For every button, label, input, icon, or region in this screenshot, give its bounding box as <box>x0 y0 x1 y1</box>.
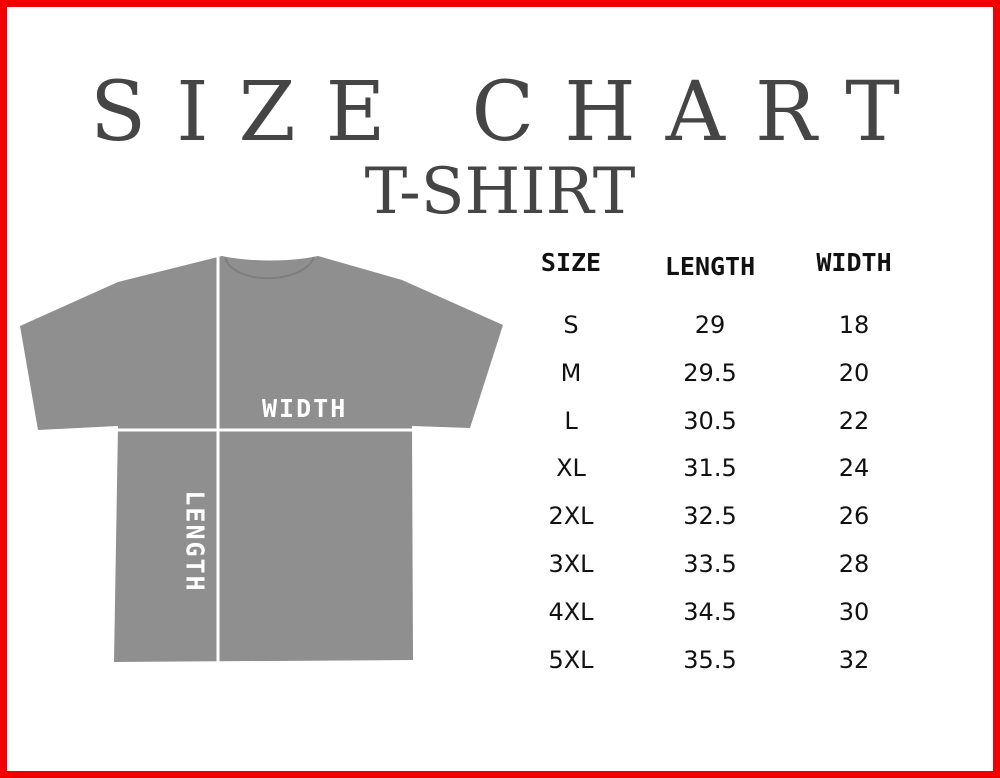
size-cell: 5XL <box>548 645 594 674</box>
width-cell: 20 <box>838 358 870 387</box>
length-cell: 34.5 <box>683 597 737 626</box>
size-cell: XL <box>556 454 586 483</box>
column-header: WIDTH <box>816 248 892 277</box>
size-cell: 4XL <box>548 597 594 626</box>
page-subtitle: T-SHIRT <box>364 155 636 229</box>
column-header: LENGTH <box>664 252 756 281</box>
width-cell: 32 <box>838 645 870 674</box>
length-cell: 35.5 <box>683 645 737 674</box>
size-cell: 3XL <box>548 550 594 578</box>
width-label: WIDTH <box>262 394 348 423</box>
length-cell: 30.5 <box>683 406 737 435</box>
length-cell: 29.5 <box>683 358 737 387</box>
size-cell: S <box>563 311 579 339</box>
size-cell: L <box>564 406 578 435</box>
length-cell: 31.5 <box>683 454 737 483</box>
length-cell: 32.5 <box>683 502 737 531</box>
page-title: SIZE CHART <box>90 65 930 160</box>
width-cell: 18 <box>838 311 870 339</box>
tshirt-collar <box>224 257 315 280</box>
length-cell: 29 <box>694 311 726 339</box>
length-label: LENGTH <box>180 490 210 593</box>
size-cell: 2XL <box>548 502 594 531</box>
tshirt-shape <box>20 256 503 662</box>
width-cell: 28 <box>838 550 870 578</box>
size-cell: M <box>560 358 582 387</box>
width-cell: 26 <box>838 502 870 531</box>
width-cell: 30 <box>838 597 870 626</box>
length-cell: 33.5 <box>683 550 737 578</box>
width-cell: 24 <box>838 454 870 483</box>
column-header: SIZE <box>540 248 602 277</box>
width-cell: 22 <box>838 406 870 435</box>
